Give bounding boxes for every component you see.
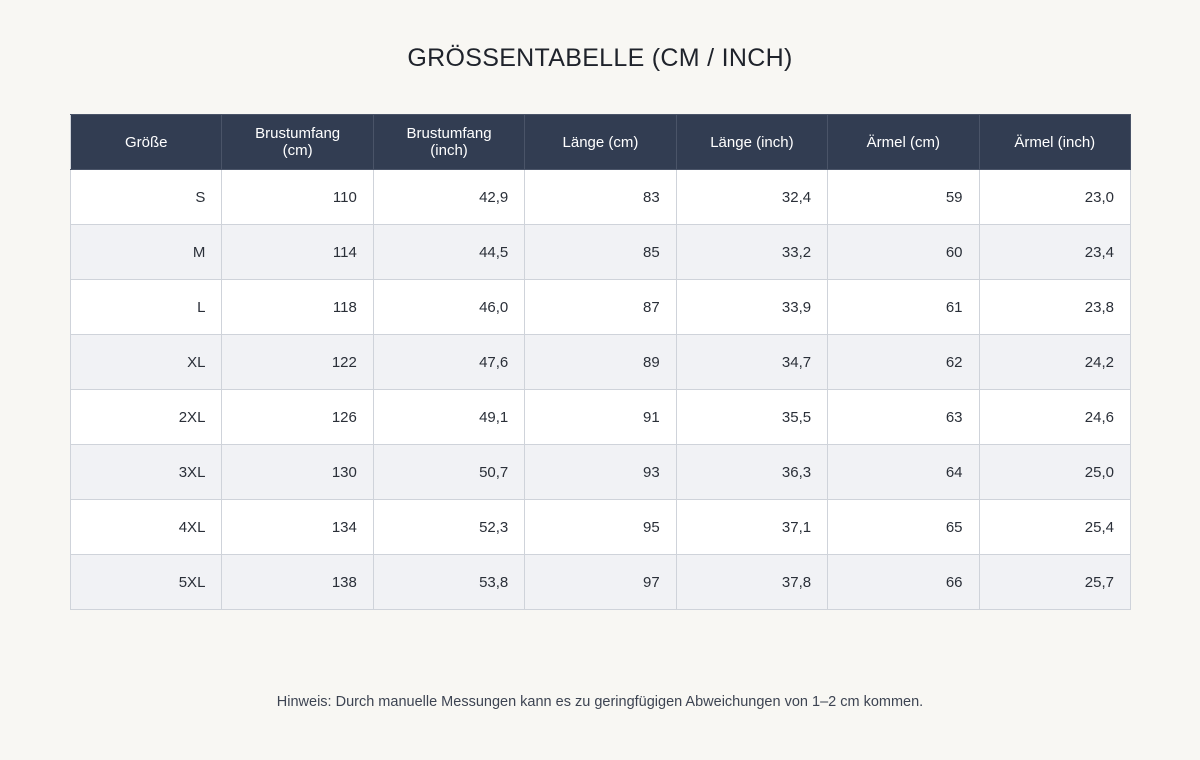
table-cell: 46,0	[372, 279, 526, 335]
table-cell: L	[69, 279, 223, 335]
table-cell: 87	[524, 279, 677, 335]
table-cell: 52,3	[372, 499, 526, 555]
table-cell: 23,0	[978, 169, 1132, 225]
table-cell: 134	[221, 499, 374, 555]
table-cell: 110	[221, 169, 374, 225]
table-cell: 50,7	[372, 444, 526, 500]
table-cell: 93	[524, 444, 677, 500]
table-cell: 5XL	[69, 554, 223, 610]
table-body: S 110 42,9 83 32,4 59 23,0 M 114 44,5 85 33,2 60 23,4…	[69, 169, 1132, 610]
table-row: L 118 46,0 87 33,9 61 23,8	[69, 279, 1132, 335]
note: Hinweis: Durch manuelle Messungen kann e…	[276, 694, 924, 710]
table-cell: 23,8	[978, 279, 1132, 335]
header-cell: Ärmel (inch)	[978, 114, 1132, 170]
table-cell: 130	[221, 444, 374, 500]
table-cell: 34,7	[675, 334, 829, 390]
table-cell: 89	[524, 334, 677, 390]
table-cell: 37,1	[675, 499, 829, 555]
table-row: XL 122 47,6 89 34,7 62 24,2	[69, 334, 1132, 390]
table-row: 3XL 130 50,7 93 36,3 64 25,0	[69, 444, 1132, 500]
table-cell: 25,4	[978, 499, 1132, 555]
table-cell: 122	[221, 334, 374, 390]
table-cell: 91	[524, 389, 677, 445]
size-table: Größe Brustumfang (cm) Brustumfang (inch) L…	[69, 114, 1132, 610]
table-cell: 47,6	[372, 334, 526, 390]
table-cell: 33,2	[675, 224, 829, 280]
table-cell: 24,2	[978, 334, 1132, 390]
table-cell: XL	[69, 334, 223, 390]
table-cell: 63	[827, 389, 980, 445]
header-cell: Länge (inch)	[675, 114, 829, 170]
table-cell: 23,4	[978, 224, 1132, 280]
table-cell: 65	[827, 499, 980, 555]
table-cell: 35,5	[675, 389, 829, 445]
table-cell: 24,6	[978, 389, 1132, 445]
table-cell: 25,7	[978, 554, 1132, 610]
table-cell: 44,5	[372, 224, 526, 280]
table-cell: 95	[524, 499, 677, 555]
table-cell: 97	[524, 554, 677, 610]
table-row: 4XL 134 52,3 95 37,1 65 25,4	[69, 499, 1132, 555]
table-cell: 53,8	[372, 554, 526, 610]
header-cell: Brustumfang (cm)	[221, 114, 374, 170]
table-cell: 36,3	[675, 444, 829, 500]
header-cell: Länge (cm)	[524, 114, 677, 170]
table-cell: 37,8	[675, 554, 829, 610]
table-cell: 60	[827, 224, 980, 280]
table-cell: 4XL	[69, 499, 223, 555]
table-cell: 2XL	[69, 389, 223, 445]
header-cell: Ärmel (cm)	[827, 114, 980, 170]
table-cell: 114	[221, 224, 374, 280]
table-row: S 110 42,9 83 32,4 59 23,0	[69, 169, 1132, 225]
table-cell: 126	[221, 389, 374, 445]
header-row: Größe Brustumfang (cm) Brustumfang (inch) L…	[69, 114, 1132, 170]
table-head: Größe Brustumfang (cm) Brustumfang (inch) L…	[69, 114, 1132, 170]
table-cell: 66	[827, 554, 980, 610]
title: GRÖSSENTABELLE (CM / INCH)	[407, 44, 793, 72]
table-row: M 114 44,5 85 33,2 60 23,4	[69, 224, 1132, 280]
table-cell: 62	[827, 334, 980, 390]
header-cell: Brustumfang (inch)	[372, 114, 526, 170]
table-cell: 83	[524, 169, 677, 225]
table-cell: 59	[827, 169, 980, 225]
table-cell: 25,0	[978, 444, 1132, 500]
table-cell: 3XL	[69, 444, 223, 500]
table-row: 5XL 138 53,8 97 37,8 66 25,7	[69, 554, 1132, 610]
table-cell: 33,9	[675, 279, 829, 335]
table-cell: 85	[524, 224, 677, 280]
table-cell: S	[69, 169, 223, 225]
table-cell: 32,4	[675, 169, 829, 225]
table-cell: 42,9	[372, 169, 526, 225]
table-cell: 49,1	[372, 389, 526, 445]
table-row: 2XL 126 49,1 91 35,5 63 24,6	[69, 389, 1132, 445]
table-cell: 138	[221, 554, 374, 610]
table-cell: 64	[827, 444, 980, 500]
table-cell: 61	[827, 279, 980, 335]
table-cell: M	[69, 224, 223, 280]
table-cell: 118	[221, 279, 374, 335]
header-cell: Größe	[69, 114, 223, 170]
